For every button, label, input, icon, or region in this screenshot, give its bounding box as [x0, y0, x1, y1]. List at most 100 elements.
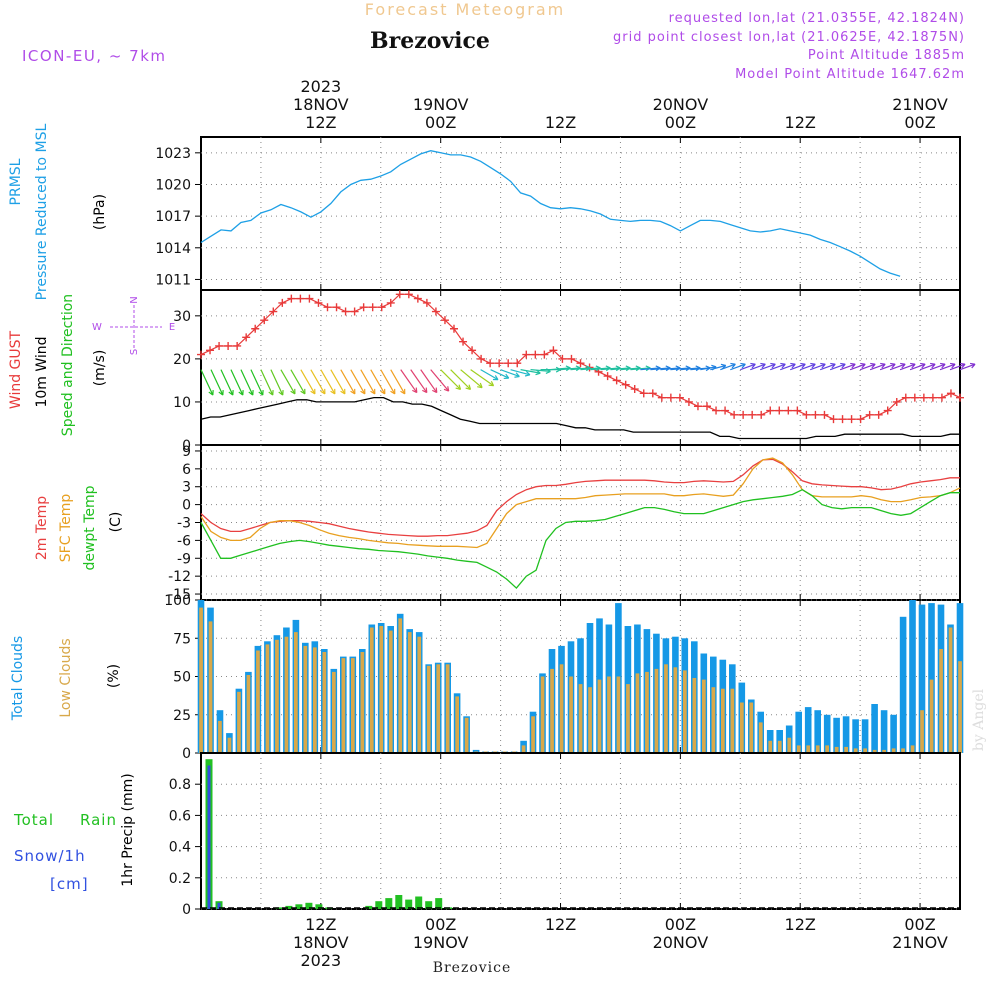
wind-arrowhead — [488, 380, 495, 387]
bottom-tick-date: 19NOV — [413, 933, 469, 952]
low-cloud-bar — [227, 737, 232, 753]
wind-arrowhead — [790, 362, 796, 369]
gust-marker — [513, 359, 522, 368]
low-cloud-bar — [303, 645, 308, 753]
wind-arrow — [240, 369, 254, 396]
bottom-tick-hour: 12Z — [305, 915, 336, 934]
wind-arrow — [200, 369, 214, 396]
bottom-tick-hour: 00Z — [665, 915, 696, 934]
gust-marker — [531, 350, 540, 359]
gust-marker — [215, 341, 224, 350]
bottom-tick-date: 21NOV — [892, 933, 948, 952]
wind-arrow — [670, 367, 691, 371]
gust-marker — [919, 393, 928, 402]
wind-gust-label: Wind GUST — [8, 330, 24, 409]
low-cloud-bar — [398, 618, 403, 753]
cloud-labels: Total Clouds Low Clouds (%) — [10, 636, 122, 721]
gust-marker — [937, 393, 946, 402]
bottom-tick-date: 18NOV — [293, 933, 349, 952]
gust-marker — [630, 385, 639, 394]
low-cloud-bar — [901, 748, 905, 753]
low-cloud-bar — [929, 679, 934, 753]
top-tick-hour: 12Z — [305, 113, 336, 132]
wind-labels: Wind GUST 10m Wind Speed and Direction (… — [8, 294, 175, 436]
wind-arrow — [530, 369, 551, 372]
total-cloud-bar — [472, 749, 480, 753]
wind-arrowhead — [503, 373, 510, 380]
gridpoint-coords: grid point closest lon,lat (21.0625E, 42… — [613, 30, 965, 45]
wind-arrowhead — [930, 362, 936, 369]
wind-arrow — [800, 363, 816, 371]
wind-arrowhead — [910, 362, 916, 369]
wind-arrow — [949, 363, 966, 371]
snow-label: Snow/1h — [14, 847, 86, 865]
rain-bar — [405, 899, 413, 909]
low-cloud-bar — [445, 664, 450, 753]
wind-arrow — [760, 363, 776, 371]
pressure-line — [200, 150, 901, 277]
rain-bar — [295, 904, 303, 909]
wind-arrowhead — [340, 388, 346, 395]
low-cloud-bar — [218, 720, 222, 753]
top-tick-year: 2023 — [300, 77, 341, 96]
wind-arrowhead — [860, 362, 866, 369]
wind-arrowhead — [830, 362, 836, 369]
gust-marker — [892, 397, 901, 406]
wind-arrowhead — [920, 362, 926, 369]
wind-arrow — [300, 369, 316, 395]
gust-marker — [820, 410, 829, 419]
wind-arrow — [310, 369, 326, 395]
wind-arrowhead — [300, 388, 306, 395]
cloud-ytick-label: 50 — [173, 670, 191, 686]
wind-arrowhead — [750, 362, 756, 369]
low-cloud-bar — [958, 661, 962, 753]
wind-arrowhead — [455, 384, 462, 391]
total-cloud-bar — [823, 714, 831, 754]
wind-arrowhead — [950, 362, 956, 369]
bottom-tick-hour: 00Z — [904, 915, 935, 934]
wind-arrow — [899, 363, 916, 371]
gust-marker — [666, 393, 675, 402]
low-cloud-bar — [379, 626, 384, 753]
top-tick-date: 19NOV — [413, 95, 469, 114]
wind-arrowhead — [422, 387, 428, 394]
gust-marker — [450, 324, 458, 333]
wind-arrow — [790, 363, 806, 371]
gust-marker — [883, 406, 892, 415]
wind-arrow — [879, 363, 896, 371]
wind-arrow — [610, 367, 631, 371]
cloud-panel: 0 25 50 75 100 — [164, 593, 964, 762]
gust-marker — [766, 406, 775, 415]
wind-arrowhead — [310, 388, 316, 395]
pressure-labels: PRMSL Pressure Reduced to MSL (hPa) — [8, 123, 108, 300]
wind-arrow — [919, 363, 936, 371]
low-cloud-bar — [265, 644, 270, 753]
low-cloud-bar — [683, 670, 687, 753]
gust-marker — [712, 406, 721, 415]
wind-arrow — [640, 367, 661, 371]
precip-ytick-label: 0.4 — [169, 840, 191, 856]
gust-marker — [928, 393, 937, 402]
wind-arrow — [230, 369, 244, 396]
low-cloud-bar — [464, 717, 469, 753]
gust-marker — [440, 316, 449, 325]
wind-arrow — [889, 363, 906, 371]
wind-arrow — [580, 367, 601, 371]
compass-rose: N S W E — [92, 296, 175, 355]
low-cloud-bar — [910, 745, 915, 753]
wind-arrow — [939, 363, 956, 371]
compass-s: S — [129, 349, 140, 355]
gust-marker — [486, 359, 495, 368]
compass-e: E — [169, 322, 175, 333]
gust-marker — [946, 389, 955, 398]
low-cloud-bar — [246, 675, 251, 753]
wind-arrow — [730, 363, 746, 371]
wind-arrowhead — [290, 388, 296, 395]
gust-marker — [802, 410, 811, 419]
gust-marker — [341, 307, 350, 316]
wind-arrow — [410, 369, 428, 393]
gust-marker — [206, 346, 215, 355]
top-tick-hour: 00Z — [904, 113, 935, 132]
gust-marker — [865, 410, 874, 419]
